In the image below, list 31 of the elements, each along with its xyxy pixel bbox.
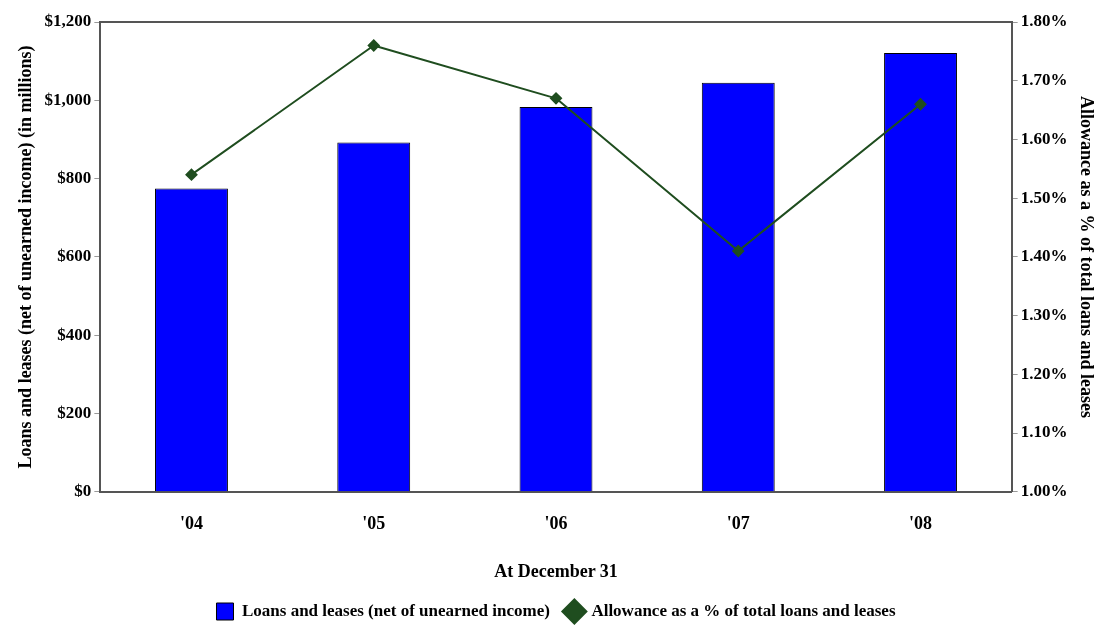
legend-label: Loans and leases (net of unearned income) (242, 600, 550, 620)
y2-tick-label: 1.50% (1020, 187, 1068, 207)
y2-tick-label: 1.30% (1020, 305, 1068, 325)
y-tick-label: $200 (57, 402, 92, 422)
y-tick-label: $800 (57, 167, 92, 187)
point (914, 98, 927, 111)
y2-tick-label: 1.40% (1020, 246, 1068, 266)
y-tick-label: $1,200 (44, 11, 92, 31)
y2-tick-label: 1.20% (1020, 363, 1068, 383)
y-tick-label: $1,000 (44, 89, 92, 109)
y2-tick-label: 1.10% (1020, 422, 1068, 442)
x-tick-label: '07 (726, 513, 750, 534)
y2-axis-title: Allowance as a % of total loans and leases (1076, 95, 1097, 418)
x-tick-label: '05 (362, 513, 386, 534)
y2-tick-label: 1.00% (1020, 481, 1068, 501)
point (732, 245, 745, 258)
y-tick-label: $600 (57, 246, 92, 266)
point (550, 92, 562, 105)
x-tick-label: '04 (179, 513, 203, 534)
point (185, 168, 198, 181)
y2-tick-label: 1.60% (1020, 128, 1068, 148)
x-tick-label: '08 (909, 513, 933, 534)
y-axis-title: Loans and leases (net of unearned income) (in millions) (15, 45, 37, 469)
point (367, 39, 380, 52)
y2-tick-label: 1.80% (1020, 11, 1068, 31)
y-tick-label: $0 (74, 481, 92, 501)
y2-tick-label: 1.70% (1020, 70, 1068, 90)
y-tick-label: $400 (57, 324, 92, 344)
x-axis-title: At December 31 (494, 560, 618, 581)
x-tick-label: '06 (544, 513, 568, 534)
legend-label: Allowance as a % of total loans and leases (591, 600, 896, 620)
